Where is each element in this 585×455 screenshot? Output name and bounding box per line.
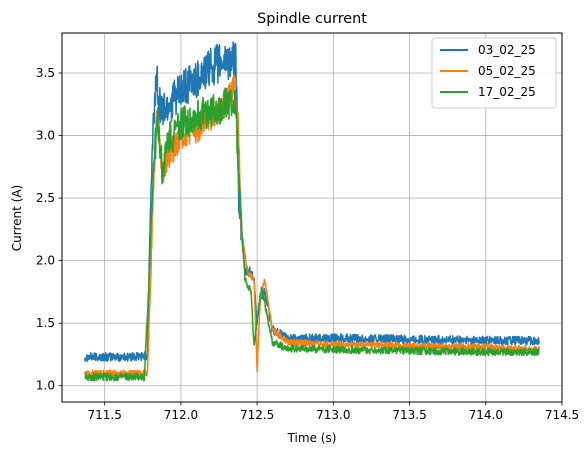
x-tick-label: 712.0 <box>164 408 198 422</box>
x-tick-label: 713.5 <box>392 408 426 422</box>
grid <box>62 33 563 402</box>
x-tick-label: 714.5 <box>545 408 579 422</box>
legend-box <box>431 37 557 109</box>
x-axis-ticks: 711.5 712.0 712.5 713.0 713.5 714.0 714.5 <box>88 402 579 422</box>
x-axis-label: Time (s) <box>287 431 337 445</box>
x-tick-label: 711.5 <box>88 408 122 422</box>
legend-label-series-3: 17_02_25 <box>478 85 536 99</box>
y-tick-label: 2.5 <box>36 191 55 205</box>
plot-frame <box>61 32 563 403</box>
y-tick-label: 1.5 <box>36 316 55 330</box>
x-tick-label: 712.5 <box>240 408 274 422</box>
x-tick-label: 713.0 <box>316 408 350 422</box>
y-tick-label: 3.0 <box>36 129 55 143</box>
chart-title: Spindle current <box>257 11 367 27</box>
y-tick-label: 3.5 <box>36 66 55 80</box>
y-axis-ticks: 1.0 1.5 2.0 2.5 3.0 3.5 <box>36 66 62 393</box>
legend: 03_02_25 05_02_25 17_02_25 <box>431 37 557 109</box>
series-line-1 <box>84 41 540 362</box>
y-tick-label: 2.0 <box>36 254 55 268</box>
series-line-3 <box>84 87 540 382</box>
y-axis-label: Current (A) <box>10 185 24 251</box>
series-group <box>84 41 540 382</box>
legend-label-series-1: 03_02_25 <box>478 43 536 57</box>
legend-label-series-2: 05_02_25 <box>478 64 536 78</box>
x-tick-label: 714.0 <box>469 408 503 422</box>
y-tick-label: 1.0 <box>36 379 55 393</box>
